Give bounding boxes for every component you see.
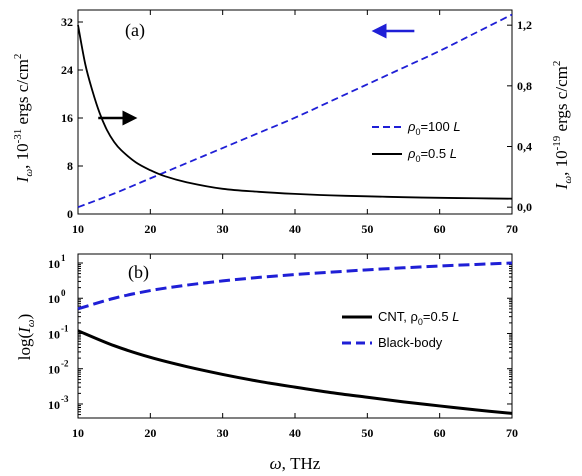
series-line-b-1	[77, 261, 513, 311]
legend-label-cnt: CNT, ρ0=0.5 L	[378, 309, 459, 327]
y-tick-exp-b-0: 0	[61, 288, 66, 298]
legend-label-rho-0.5: ρ0=0.5 L	[407, 146, 457, 164]
y-axis-left-ticks-a: 0 8 16 24 32	[61, 15, 83, 221]
series-group-b	[77, 261, 513, 415]
y-tick-label-b--1: 10	[48, 327, 60, 341]
series-line-a-1	[77, 24, 513, 200]
series-group-a	[77, 13, 513, 209]
y-axis-right-label-a: Iω, 10-19 ergs c/cm2	[551, 61, 574, 191]
y-tick-exp-b-1: 1	[61, 253, 66, 263]
x-tick-label-b-10: 10	[72, 426, 84, 440]
x-axis-ticks-b: 10 20 30 40 50 60 70	[72, 254, 518, 440]
y-tick-label-left-a-16: 16	[61, 111, 73, 125]
x-tick-label-a-50: 50	[361, 222, 373, 236]
y-tick-exp-b--2: -2	[61, 359, 69, 369]
y-tick-label-right-a-1: 0,4	[517, 140, 532, 154]
y-tick-label-left-a-8: 8	[67, 159, 73, 173]
x-tick-label-a-20: 20	[144, 222, 156, 236]
y-tick-exp-b--1: -1	[61, 323, 69, 333]
x-axis-ticks-a: 10 20 30 40 50 60 70	[72, 10, 518, 236]
y-tick-label-b-1: 10	[48, 257, 60, 271]
y-tick-exp-b--3: -3	[61, 394, 69, 404]
y-tick-label-left-a-0: 0	[67, 207, 73, 221]
panel-label-a: (a)	[125, 20, 145, 41]
y-axis-left-label-a: Iω, 10-31 ergs c/cm2	[12, 54, 35, 184]
series-line-b-0	[77, 329, 513, 415]
plot-frame-a	[77, 9, 513, 215]
legend-label-black-body: Black-body	[378, 335, 443, 350]
y-tick-label-right-a-2: 0,8	[517, 79, 532, 93]
panel-a: 10 20 30 40 50 60 70 0 8 16 24 32 0,0 0,4 0,8 1,2 (a)…	[12, 9, 574, 236]
x-tick-label-a-60: 60	[434, 222, 446, 236]
x-tick-label-a-30: 30	[217, 222, 229, 236]
x-tick-label-b-20: 20	[144, 426, 156, 440]
x-tick-label-a-10: 10	[72, 222, 84, 236]
x-tick-label-b-30: 30	[217, 426, 229, 440]
legend-b: CNT, ρ0=0.5 L Black-body	[342, 309, 459, 350]
y-tick-label-right-a-3: 1,2	[517, 18, 532, 32]
y-axis-right-ticks-a: 0,0 0,4 0,8 1,2	[507, 18, 532, 214]
series-line-a-0	[77, 13, 513, 209]
y-tick-label-b--2: 10	[48, 363, 60, 377]
y-tick-label-b--3: 10	[48, 398, 60, 412]
y-axis-label-b: log(Iω)	[15, 314, 37, 361]
legend-a: ρ0=100 L ρ0=0.5 L	[372, 119, 461, 164]
y-tick-label-right-a-0: 0,0	[517, 200, 532, 214]
panel-label-b: (b)	[128, 262, 149, 283]
y-tick-label-left-a-32: 32	[61, 15, 73, 29]
x-tick-label-b-50: 50	[361, 426, 373, 440]
legend-label-rho-100: ρ0=100 L	[407, 119, 461, 137]
x-tick-label-a-40: 40	[289, 222, 301, 236]
x-tick-label-b-60: 60	[434, 426, 446, 440]
y-tick-label-left-a-24: 24	[61, 63, 73, 77]
y-tick-label-b-0: 10	[48, 292, 60, 306]
x-axis-label: ω, THz	[270, 454, 321, 473]
x-tick-label-a-70: 70	[506, 222, 518, 236]
x-tick-label-b-40: 40	[289, 426, 301, 440]
x-tick-label-b-70: 70	[506, 426, 518, 440]
arrows-a	[98, 23, 415, 126]
